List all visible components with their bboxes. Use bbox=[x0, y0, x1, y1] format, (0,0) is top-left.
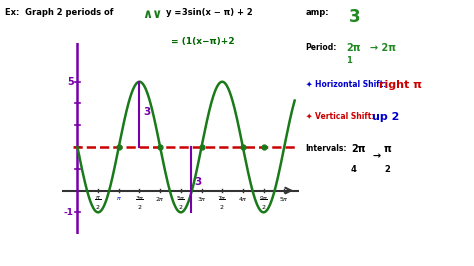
Text: $2$: $2$ bbox=[178, 202, 183, 210]
Text: ∧∨: ∧∨ bbox=[142, 8, 163, 21]
Text: 1: 1 bbox=[346, 56, 352, 65]
Text: -1: -1 bbox=[64, 208, 74, 217]
Text: ✦ Vertical Shift:: ✦ Vertical Shift: bbox=[306, 112, 374, 121]
Text: π: π bbox=[384, 144, 392, 154]
Text: y =: y = bbox=[166, 8, 184, 17]
Text: $\pi$: $\pi$ bbox=[95, 194, 101, 201]
Text: $2\pi$: $2\pi$ bbox=[155, 195, 165, 203]
Text: 3: 3 bbox=[195, 177, 202, 187]
Text: Intervals:: Intervals: bbox=[306, 144, 347, 153]
Text: Period:: Period: bbox=[306, 43, 337, 52]
Text: $3\pi$: $3\pi$ bbox=[135, 194, 145, 202]
Text: 2: 2 bbox=[384, 165, 390, 174]
Text: $3\pi$: $3\pi$ bbox=[197, 195, 206, 203]
Text: right π: right π bbox=[379, 80, 422, 90]
Text: 5: 5 bbox=[67, 77, 74, 87]
Text: 3sin(x − π) + 2: 3sin(x − π) + 2 bbox=[182, 8, 253, 17]
Text: ✦ Horizontal Shift:: ✦ Horizontal Shift: bbox=[306, 80, 386, 89]
Text: $4\pi$: $4\pi$ bbox=[238, 195, 248, 203]
Text: 3: 3 bbox=[143, 107, 151, 117]
Text: 3: 3 bbox=[348, 8, 360, 26]
Text: amp:: amp: bbox=[306, 8, 329, 17]
Text: $2$: $2$ bbox=[261, 202, 266, 210]
Text: $2$: $2$ bbox=[95, 202, 101, 210]
Text: 2π: 2π bbox=[351, 144, 365, 154]
Text: $5\pi$: $5\pi$ bbox=[176, 194, 186, 202]
Text: $9\pi$: $9\pi$ bbox=[259, 194, 268, 202]
Text: = (1(x−π)+2: = (1(x−π)+2 bbox=[171, 37, 234, 46]
Text: $2$: $2$ bbox=[137, 202, 142, 210]
Text: → 2π: → 2π bbox=[370, 43, 396, 53]
Text: 2π: 2π bbox=[346, 43, 361, 53]
Text: 4: 4 bbox=[351, 165, 356, 174]
Text: $2$: $2$ bbox=[219, 202, 225, 210]
Text: $5\pi$: $5\pi$ bbox=[279, 195, 289, 203]
Text: $7\pi$: $7\pi$ bbox=[217, 194, 227, 202]
Text: Ex:  Graph 2 periods of: Ex: Graph 2 periods of bbox=[5, 8, 113, 17]
Text: $\pi$: $\pi$ bbox=[116, 195, 122, 202]
Text: up 2: up 2 bbox=[372, 112, 400, 122]
Text: →: → bbox=[372, 152, 380, 162]
